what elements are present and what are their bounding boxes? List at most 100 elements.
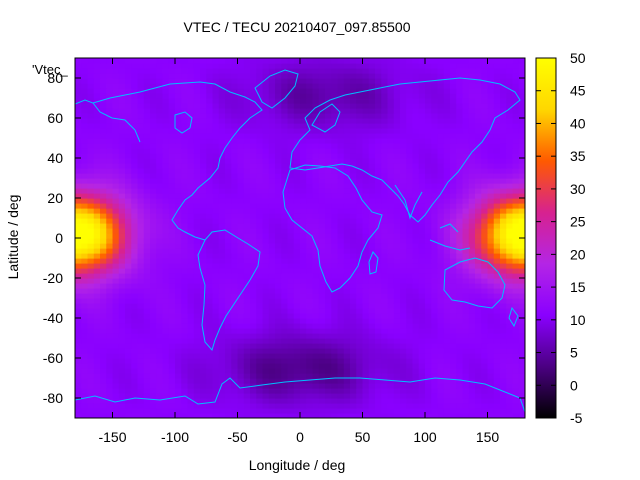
heatmap-cell <box>325 318 332 324</box>
heatmap-cell <box>293 228 301 234</box>
heatmap-cell <box>512 108 520 114</box>
heatmap-cell <box>437 118 445 124</box>
heatmap-cell <box>375 188 382 194</box>
heatmap-cell <box>318 113 326 119</box>
heatmap-cell <box>456 413 464 418</box>
heatmap-cell <box>450 203 457 209</box>
heatmap-cell <box>356 348 364 354</box>
heatmap-cell <box>425 363 432 369</box>
heatmap-cell <box>206 393 214 399</box>
heatmap-cell <box>193 78 201 84</box>
heatmap-cell <box>243 198 251 204</box>
heatmap-cell <box>362 233 370 239</box>
heatmap-cell <box>193 398 201 404</box>
heatmap-cell <box>425 73 432 79</box>
heatmap-cell <box>268 158 276 164</box>
heatmap-cell <box>143 368 151 374</box>
heatmap-cell <box>193 83 201 89</box>
heatmap-cell <box>500 143 507 149</box>
heatmap-cell <box>443 83 451 89</box>
heatmap-cell <box>443 343 451 349</box>
heatmap-cell <box>112 143 120 149</box>
heatmap-cell <box>375 143 382 149</box>
heatmap-cell <box>362 373 370 379</box>
heatmap-cell <box>506 343 514 349</box>
heatmap-cell <box>268 98 276 104</box>
heatmap-cell <box>462 358 470 364</box>
heatmap-cell <box>262 243 270 249</box>
heatmap-cell <box>143 93 151 99</box>
heatmap-cell <box>306 273 314 279</box>
heatmap-cell <box>337 358 345 364</box>
heatmap-cell <box>243 318 251 324</box>
heatmap-cell <box>225 393 232 399</box>
heatmap-cell <box>225 383 232 389</box>
heatmap-cell <box>325 178 332 184</box>
heatmap-cell <box>75 223 82 229</box>
heatmap-cell <box>506 238 514 244</box>
heatmap-cell <box>462 298 470 304</box>
heatmap-cell <box>143 393 151 399</box>
heatmap-cell <box>143 388 151 394</box>
heatmap-cell <box>300 138 307 144</box>
heatmap-cell <box>87 83 95 89</box>
heatmap-cell <box>375 173 382 179</box>
heatmap-cell <box>381 233 389 239</box>
heatmap-cell <box>237 103 245 109</box>
heatmap-cell <box>331 398 339 404</box>
heatmap-cell <box>462 168 470 174</box>
heatmap-cell <box>325 313 332 319</box>
heatmap-cell <box>437 203 445 209</box>
heatmap-cell <box>256 78 264 84</box>
heatmap-cell <box>393 298 401 304</box>
heatmap-cell <box>331 188 339 194</box>
heatmap-cell <box>506 83 514 89</box>
heatmap-cell <box>156 143 164 149</box>
heatmap-cell <box>231 393 239 399</box>
heatmap-cell <box>362 93 370 99</box>
heatmap-cell <box>181 113 189 119</box>
heatmap-cell <box>368 338 376 344</box>
heatmap-cell <box>131 128 139 134</box>
heatmap-cell <box>225 238 232 244</box>
heatmap-cell <box>325 143 332 149</box>
heatmap-cell <box>118 233 126 239</box>
heatmap-cell <box>368 383 376 389</box>
heatmap-cell <box>100 228 107 234</box>
heatmap-cell <box>87 293 95 299</box>
heatmap-cell <box>481 363 489 369</box>
heatmap-cell <box>175 153 182 159</box>
heatmap-cell <box>456 83 464 89</box>
heatmap-cell <box>218 123 226 129</box>
heatmap-cell <box>112 98 120 104</box>
heatmap-cell <box>231 328 239 334</box>
heatmap-cell <box>225 298 232 304</box>
heatmap-cell <box>512 248 520 254</box>
heatmap-cell <box>262 383 270 389</box>
heatmap-cell <box>425 213 432 219</box>
heatmap-cell <box>281 133 289 139</box>
heatmap-cell <box>437 368 445 374</box>
heatmap-cell <box>175 148 182 154</box>
heatmap-cell <box>462 238 470 244</box>
heatmap-cell <box>218 358 226 364</box>
heatmap-cell <box>243 68 251 74</box>
heatmap-cell <box>493 263 501 269</box>
heatmap-cell <box>225 148 232 154</box>
heatmap-cell <box>400 183 407 189</box>
heatmap-cell <box>343 233 351 239</box>
heatmap-cell <box>125 213 132 219</box>
heatmap-cell <box>443 218 451 224</box>
heatmap-cell <box>87 193 95 199</box>
heatmap-cell <box>406 128 414 134</box>
heatmap-cell <box>300 208 307 214</box>
heatmap-cell <box>150 388 157 394</box>
heatmap-cell <box>162 233 170 239</box>
heatmap-cell <box>93 268 101 274</box>
heatmap-cell <box>462 278 470 284</box>
heatmap-cell <box>137 188 145 194</box>
heatmap-cell <box>200 293 207 299</box>
heatmap-cell <box>337 338 345 344</box>
heatmap-cell <box>75 403 82 409</box>
heatmap-cell <box>368 323 376 329</box>
